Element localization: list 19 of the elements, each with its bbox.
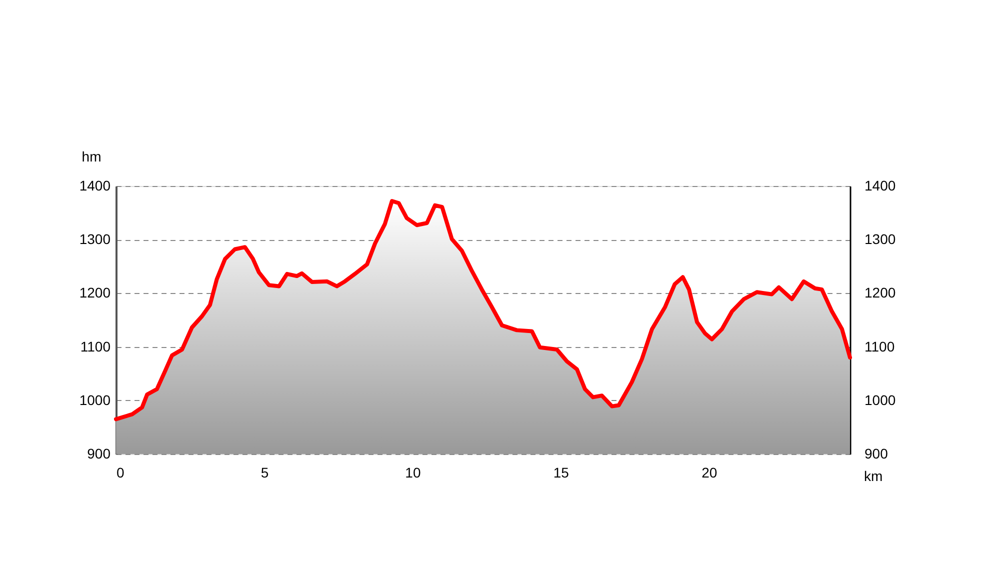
y-tick-label: 1100 xyxy=(80,338,111,354)
x-tick-label: 5 xyxy=(260,464,269,480)
y2-tick-label: 1200 xyxy=(864,284,896,301)
x-tick-label: 0 xyxy=(116,464,124,480)
y2-tick-label: 1400 xyxy=(864,178,896,194)
y-tick-label: 1000 xyxy=(79,392,111,408)
x-tick-label: 15 xyxy=(553,464,570,480)
y-tick-label: 1400 xyxy=(79,178,111,194)
x-tick-label: 10 xyxy=(405,464,421,480)
x-axis-title: km xyxy=(864,468,883,484)
y-tick-label: 900 xyxy=(87,446,111,462)
y2-tick-label: 1000 xyxy=(864,392,896,408)
y2-tick-label: 1100 xyxy=(864,338,895,354)
y-tick-label: 1300 xyxy=(79,231,111,248)
y2-tick-label: 1300 xyxy=(864,231,896,248)
y2-tick-label: 900 xyxy=(864,446,888,462)
x-tick-label: 20 xyxy=(702,464,718,480)
y-axis-title: hm xyxy=(82,148,102,164)
y-tick-label: 1200 xyxy=(79,284,111,301)
